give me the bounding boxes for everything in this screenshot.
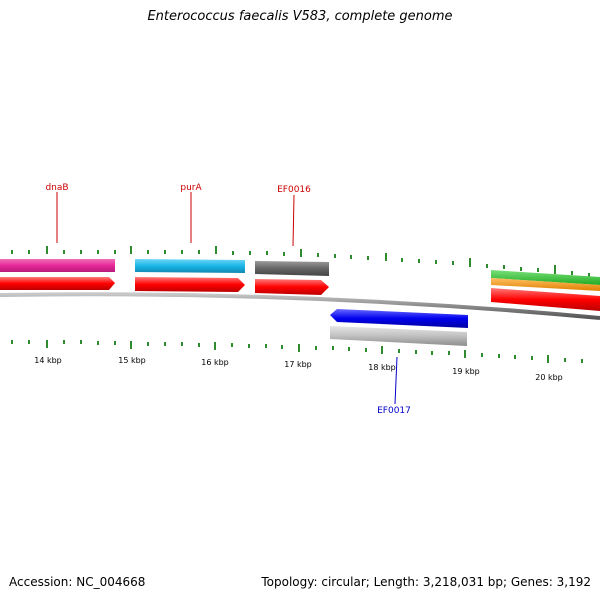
green-feature-bar[interactable]: [491, 270, 600, 285]
inner-tick-marks: [11, 340, 583, 363]
genome-backbone: [0, 292, 600, 320]
tick-label-20kbp: 20 kbp: [535, 373, 563, 382]
genome-summary-text: Topology: circular; Length: 3,218,031 bp…: [261, 575, 591, 589]
dnaB-label[interactable]: dnaB: [45, 183, 68, 193]
tick-label-19kbp: 19 kbp: [452, 367, 480, 376]
map-title: Enterococcus faecalis V583, complete gen…: [147, 9, 453, 24]
tick-label-15kbp: 15 kbp: [118, 356, 146, 365]
purA-feature-bar[interactable]: [135, 259, 245, 273]
EF0017-cds-arrow[interactable]: [330, 309, 468, 328]
orange-feature-bar[interactable]: [491, 278, 600, 291]
dnaB-cds-arrow[interactable]: [0, 277, 115, 290]
tick-label-17kbp: 17 kbp: [284, 360, 312, 369]
EF0016-cds-arrow[interactable]: [255, 279, 329, 295]
purA-label[interactable]: purA: [180, 183, 202, 193]
EF0016-label[interactable]: EF0016: [277, 185, 311, 195]
EF0017-feature-bar[interactable]: [330, 326, 467, 346]
EF0017-leader-line: [394, 356, 398, 405]
outer-tick-marks: [11, 246, 590, 277]
purA-cds-arrow[interactable]: [135, 277, 245, 292]
accession-text: Accession: NC_004668: [9, 575, 146, 589]
right-cds-bar[interactable]: [491, 288, 600, 311]
EF0016-feature-bar[interactable]: [255, 261, 329, 276]
dnaB-feature-bar[interactable]: [0, 259, 115, 272]
tick-label-14kbp: 14 kbp: [34, 356, 62, 365]
tick-label-16kbp: 16 kbp: [201, 358, 229, 367]
EF0017-label[interactable]: EF0017: [377, 406, 411, 416]
tick-label-18kbp: 18 kbp: [368, 363, 396, 372]
EF0016-leader-line: [292, 194, 295, 247]
